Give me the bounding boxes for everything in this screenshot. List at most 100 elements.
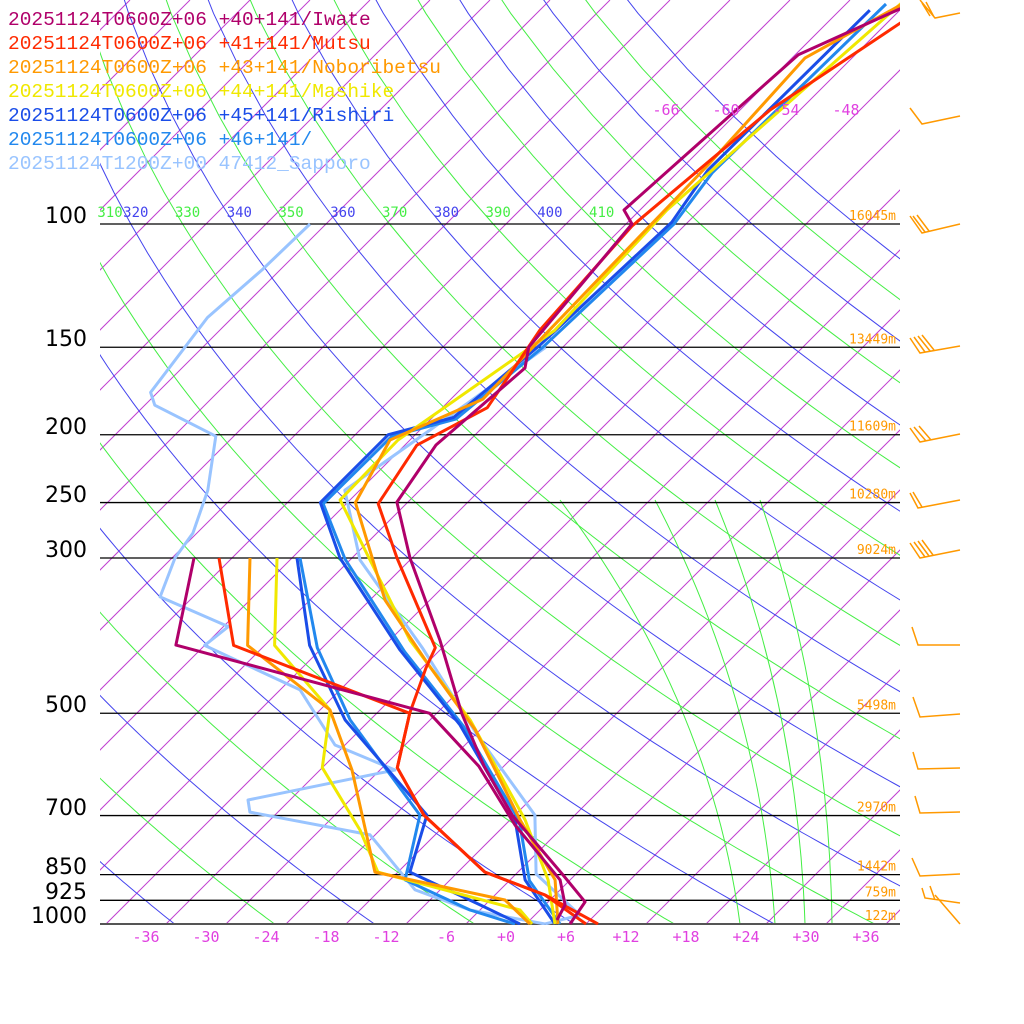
theta-label: 310 (97, 205, 122, 221)
isotherm-line (465, 489, 900, 925)
isotherm-line (285, 309, 900, 925)
isotherm-line (165, 189, 900, 925)
dry-adiabat-line (100, 442, 675, 925)
isotherm-line (405, 429, 900, 925)
isotherm-line (100, 0, 491, 391)
wind-barb-icon (914, 795, 961, 814)
pressure-label: 850 (45, 854, 87, 880)
legend-entry: 20251124T0600Z+06 +46+141/ (8, 129, 312, 151)
legend-entry: 20251124T1200Z+00 47412_Sapporo (8, 153, 371, 175)
height-label: 1442m (857, 860, 896, 875)
dry-adiabat-line (100, 611, 475, 925)
moist-adiabat-line (714, 499, 806, 925)
isotherm-line (100, 9, 900, 811)
wind-barb-icon (909, 425, 961, 443)
pressure-label: 200 (45, 414, 87, 440)
legend-entry: 20251124T0600Z+06 +44+141/Mashike (8, 81, 394, 103)
pressure-label: 700 (45, 795, 87, 821)
upper-isotherm-label: -60 (712, 101, 739, 119)
isotherm-line (765, 789, 900, 925)
height-label: 16045m (849, 209, 896, 224)
isotherm-line (100, 0, 731, 631)
isotherm-line (100, 0, 611, 511)
theta-label: 350 (278, 205, 303, 221)
pressure-label: 100 (45, 204, 87, 229)
pressure-label: 1000 (31, 904, 87, 929)
dry-adiabat-line (249, 0, 900, 646)
dewpoint-trace (298, 557, 516, 925)
wind-barb-icon (909, 107, 961, 125)
wind-barb-icon (921, 885, 961, 925)
dewpoint-trace (149, 222, 546, 925)
legend-entry: 20251124T0600Z+06 +40+141/Iwate (8, 9, 371, 31)
wind-barb-icon (911, 857, 961, 877)
isotherm-line (705, 729, 900, 925)
height-label: 5498m (857, 698, 896, 713)
theta-label: 340 (227, 205, 252, 221)
moist-adiabat-line (559, 499, 741, 925)
height-label: 11609m (849, 420, 896, 435)
legend-entry: 20251124T0600Z+06 +45+141/Rishiri (8, 105, 394, 127)
temperature-tick-label: -18 (312, 928, 339, 946)
temperature-trace (376, 21, 900, 925)
dry-adiabat-line (100, 777, 275, 925)
wind-barb-icon (909, 214, 961, 234)
isotherm-line (100, 0, 551, 451)
temperature-tick-label: +12 (612, 928, 639, 946)
temperature-trace (343, 346, 582, 925)
upper-isotherm-label: -48 (832, 101, 859, 119)
wind-barb-icon (919, 0, 961, 19)
theta-label: 410 (589, 205, 614, 221)
adiabat-line (291, 0, 900, 601)
isotherm-line (100, 0, 851, 751)
moist-adiabat-line (654, 499, 776, 925)
height-label: 759m (865, 885, 896, 900)
theta-label: 370 (382, 205, 407, 221)
temperature-tick-label: +18 (672, 928, 699, 946)
theta-label: 390 (486, 205, 511, 221)
legend: 20251124T0600Z+06 +40+141/Iwate20251124T… (8, 9, 441, 175)
adiabat-line (100, 860, 175, 925)
pressure-label: 500 (45, 693, 87, 719)
axis-labels: 16045m 13449m 11609m 10280m 9024m 5498m 2970m 1… (97, 101, 896, 946)
isotherm-line (100, 0, 371, 271)
theta-label: 360 (330, 205, 355, 221)
temperature-tick-label: -6 (437, 928, 455, 946)
temperature-tick-label: +24 (732, 928, 759, 946)
dewpoint-trace (295, 557, 521, 925)
legend-entry: 20251124T0600Z+06 +43+141/Noboribetsu (8, 57, 441, 79)
temperature-tick-label: -24 (252, 928, 279, 946)
isotherm-line (525, 549, 900, 925)
temperature-tick-label: -36 (132, 928, 159, 946)
height-label: 10280m (849, 488, 896, 503)
isotherm-line (585, 609, 900, 925)
wind-barb-icon (912, 751, 961, 770)
sounding-traces (149, 2, 900, 925)
height-label: 2970m (857, 801, 896, 816)
isotherm-line (645, 669, 900, 925)
temperature-trace (395, 7, 900, 925)
dewpoint-trace (273, 557, 534, 925)
height-label: 122m (865, 909, 896, 924)
theta-label: 400 (537, 205, 562, 221)
adiabat-line (543, 0, 900, 342)
isotherm-line (825, 849, 900, 925)
temperature-tick-label: -12 (372, 928, 399, 946)
wind-barbs (909, 0, 961, 925)
dewpoint-trace (174, 557, 567, 921)
temperature-tick-label: +30 (792, 928, 819, 946)
height-label: 13449m (849, 332, 896, 347)
temperature-trace (353, 3, 900, 925)
moist-adiabat-line (759, 499, 833, 925)
pressure-label: 300 (45, 538, 87, 563)
isotherm-line (225, 249, 900, 925)
isotherm-line (885, 909, 900, 925)
legend-entry: 20251124T0600Z+06 +41+141/Mutsu (8, 33, 371, 55)
upper-isotherm-label: -54 (772, 101, 799, 119)
isotherm-line (100, 69, 900, 871)
pressure-label: 150 (45, 327, 87, 353)
adiabat-line (100, 694, 375, 925)
temperature-tick-label: +6 (557, 928, 575, 946)
wind-barb-icon (909, 491, 961, 509)
